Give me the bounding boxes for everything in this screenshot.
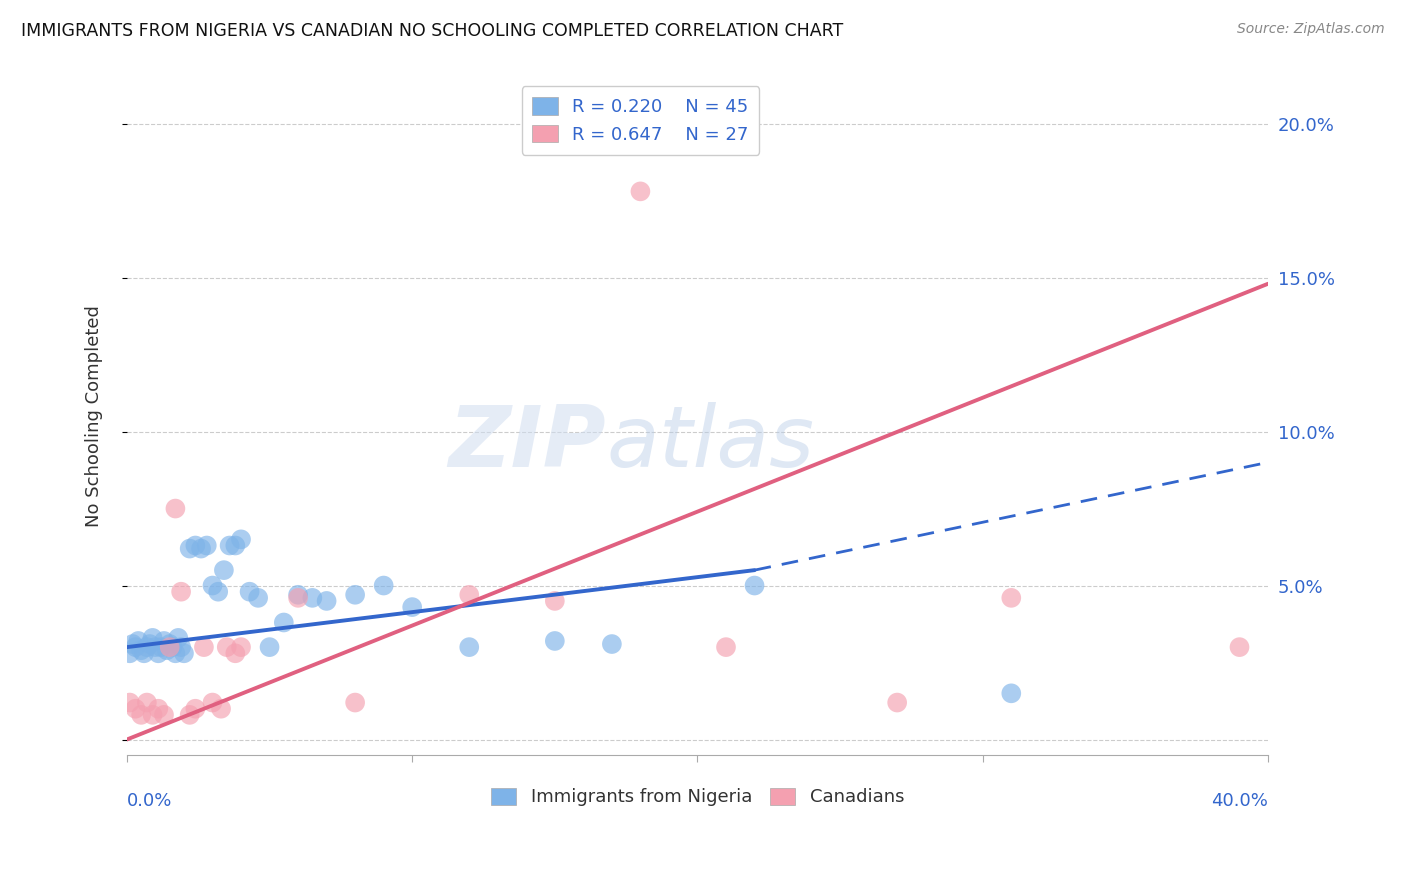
Point (159, 637, 181, 651)
Point (118, 696, 141, 710)
Point (193, 640, 215, 654)
Point (148, 702, 170, 716)
Point (215, 640, 238, 654)
Point (1229, 640, 1251, 654)
Point (132, 646, 155, 660)
Text: atlas: atlas (606, 401, 814, 484)
Point (628, 185, 651, 199)
Point (145, 640, 167, 654)
Point (218, 539, 240, 553)
Point (287, 591, 309, 605)
Text: ZIP: ZIP (449, 401, 606, 484)
Point (301, 591, 323, 605)
Point (600, 637, 623, 651)
Point (153, 707, 176, 722)
Point (344, 588, 367, 602)
Point (170, 584, 193, 599)
Point (165, 646, 187, 660)
Point (129, 707, 152, 722)
Point (153, 634, 176, 648)
Point (179, 541, 201, 556)
Point (150, 640, 173, 654)
Point (344, 696, 367, 710)
Point (184, 702, 207, 716)
Point (170, 640, 193, 654)
Point (167, 631, 190, 645)
Text: 40.0%: 40.0% (1211, 792, 1268, 810)
Point (173, 646, 195, 660)
Point (159, 640, 181, 654)
Point (287, 588, 309, 602)
Point (239, 584, 262, 599)
Point (190, 541, 212, 556)
Point (315, 594, 337, 608)
Point (201, 578, 224, 592)
Point (273, 615, 295, 630)
Point (458, 640, 481, 654)
Point (201, 696, 224, 710)
Point (135, 696, 157, 710)
Point (247, 591, 270, 605)
Point (373, 578, 395, 592)
Text: 0.0%: 0.0% (127, 792, 173, 810)
Point (135, 640, 157, 654)
Point (148, 646, 170, 660)
Point (224, 646, 246, 660)
Point (1000, 686, 1022, 700)
Point (458, 588, 481, 602)
Point (142, 707, 165, 722)
Point (184, 539, 207, 553)
Point (138, 637, 160, 651)
Point (1000, 591, 1022, 605)
Point (124, 702, 146, 716)
Point (165, 501, 187, 516)
Point (121, 637, 143, 651)
Point (229, 533, 252, 547)
Point (127, 634, 149, 648)
Point (229, 640, 252, 654)
Point (179, 707, 201, 722)
Point (195, 539, 218, 553)
Point (162, 640, 184, 654)
Text: IMMIGRANTS FROM NIGERIA VS CANADIAN NO SCHOOLING COMPLETED CORRELATION CHART: IMMIGRANTS FROM NIGERIA VS CANADIAN NO S… (21, 22, 844, 40)
Point (156, 643, 179, 657)
Legend: Immigrants from Nigeria, Canadians: Immigrants from Nigeria, Canadians (484, 780, 911, 814)
Text: Source: ZipAtlas.com: Source: ZipAtlas.com (1237, 22, 1385, 37)
Point (259, 640, 281, 654)
Y-axis label: No Schooling Completed: No Schooling Completed (86, 305, 103, 527)
Point (212, 563, 235, 577)
Point (142, 631, 165, 645)
Point (401, 600, 423, 615)
Point (886, 696, 908, 710)
Point (544, 634, 567, 648)
Point (714, 640, 737, 654)
Point (209, 702, 232, 716)
Point (744, 578, 766, 592)
Point (118, 646, 141, 660)
Point (207, 584, 229, 599)
Point (129, 643, 152, 657)
Point (544, 594, 567, 608)
Point (124, 640, 146, 654)
Point (224, 539, 246, 553)
